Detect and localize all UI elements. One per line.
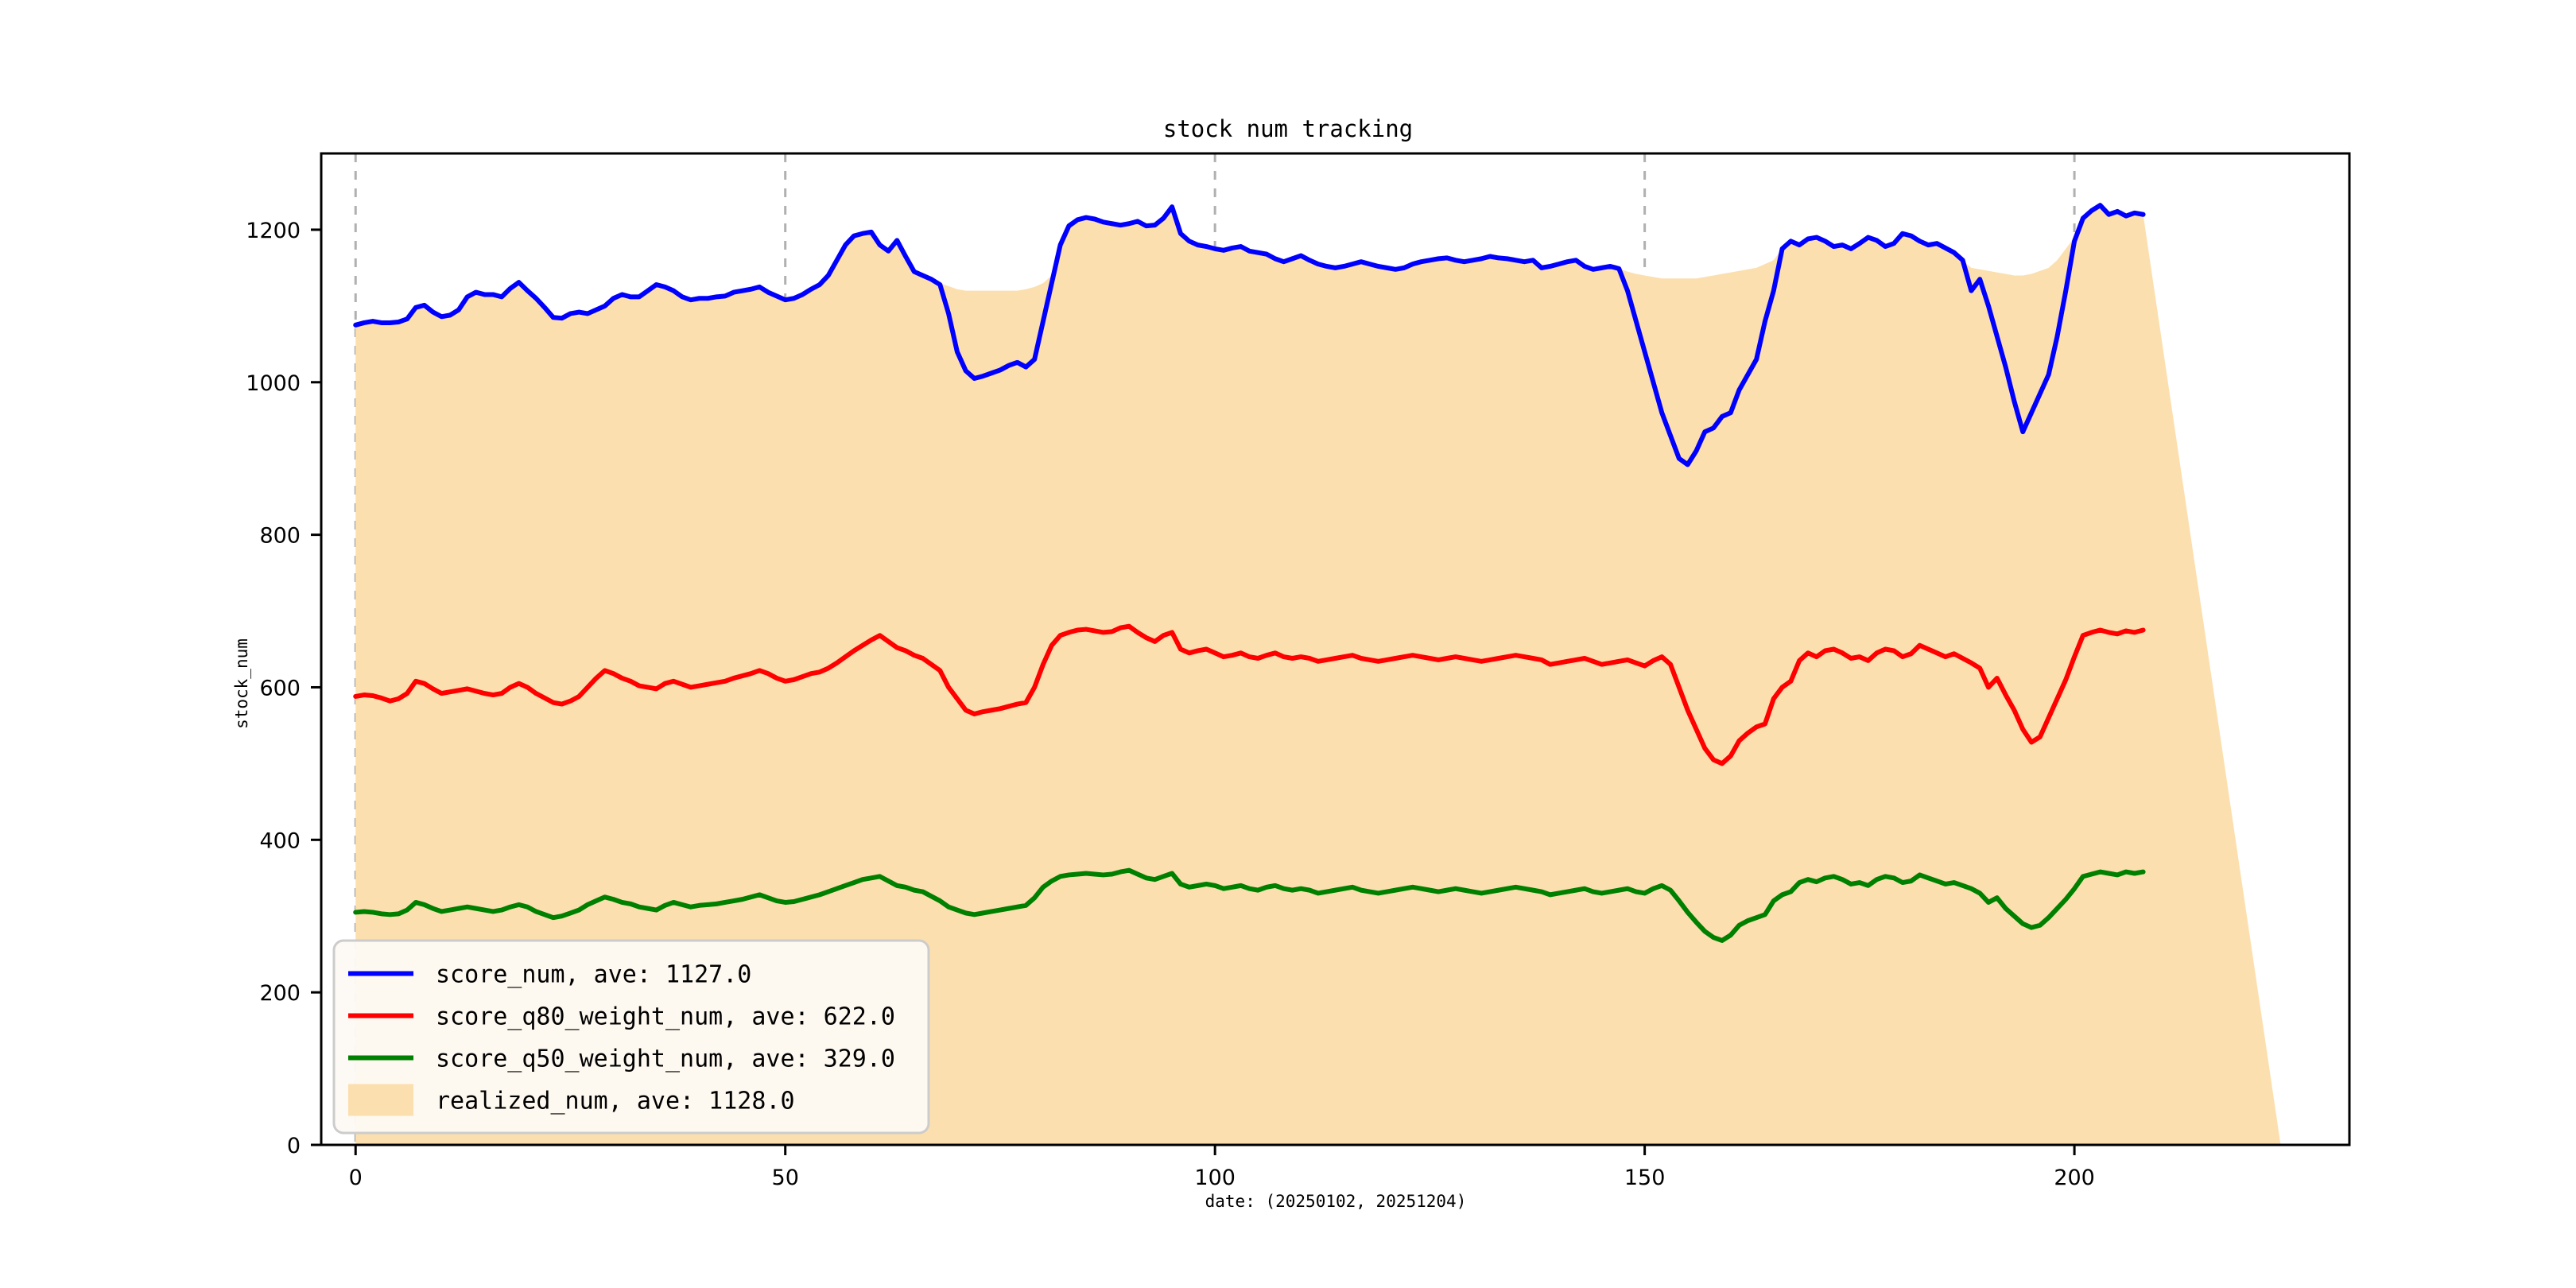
- area-realized_num: [355, 205, 2281, 1146]
- realized-num-area: [355, 205, 2281, 1146]
- plot-border: [320, 152, 2351, 1146]
- x-axis-ticks: 0 50 100 150 200: [349, 1145, 2095, 1190]
- y-axis-label: stock_num: [232, 638, 251, 729]
- y-ticklabel-800: 800: [259, 524, 301, 549]
- y-ticklabel-1200: 1200: [246, 219, 301, 243]
- y-axis-ticks: 0 200 400 600 800 1000 1200: [246, 219, 321, 1158]
- legend-label-2[interactable]: score_q50_weight_num, ave: 329.0: [436, 1046, 895, 1073]
- legend-box: [332, 939, 930, 1135]
- y-ticklabel-600: 600: [259, 676, 301, 700]
- x-ticklabel-100: 100: [1194, 1166, 1236, 1190]
- y-ticklabel-0: 0: [287, 1134, 301, 1158]
- legend-label-3[interactable]: realized_num, ave: 1128.0: [436, 1088, 795, 1115]
- y-ticklabel-200: 200: [259, 981, 301, 1006]
- x-ticklabel-0: 0: [349, 1166, 363, 1190]
- series-lines-group: [353, 203, 2146, 943]
- x-axis-label: date: (20250102, 20251204): [1205, 1192, 1467, 1211]
- line-score_q80_weight_num: [353, 623, 2146, 766]
- x-ticklabel-200: 200: [2054, 1166, 2095, 1190]
- legend-label-0[interactable]: score_num, ave: 1127.0: [436, 961, 751, 989]
- chart-title: stock num tracking: [1163, 115, 1413, 142]
- legend-label-1[interactable]: score_q80_weight_num, ave: 622.0: [436, 1003, 895, 1031]
- x-ticklabel-150: 150: [1624, 1166, 1666, 1190]
- line-score_num: [353, 203, 2146, 467]
- axes-spines: [320, 152, 2351, 1146]
- y-ticklabel-400: 400: [259, 828, 301, 853]
- x-ticklabel-50: 50: [772, 1166, 799, 1190]
- y-ticklabel-1000: 1000: [246, 371, 301, 396]
- legend-swatch-patch-3: [348, 1084, 413, 1116]
- chart-legend[interactable]: score_num, ave: 1127.0 score_q80_weight_n…: [332, 939, 930, 1135]
- line-score_q50_weight_num: [353, 867, 2146, 943]
